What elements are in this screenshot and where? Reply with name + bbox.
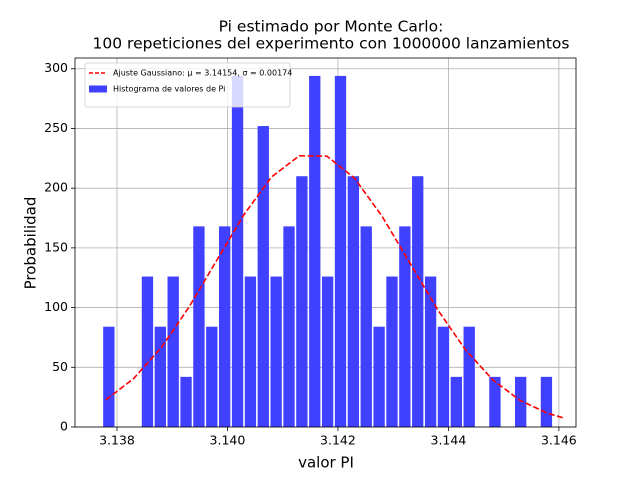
histogram-bar: [206, 326, 218, 427]
histogram-bar: [399, 226, 411, 427]
x-tick-label: 3.146: [541, 433, 577, 448]
chart-title: Pi estimado por Monte Carlo:: [219, 18, 444, 36]
histogram-bar: [450, 376, 462, 427]
x-axis-label: valor PI: [298, 454, 354, 472]
y-tick-label: 50: [52, 359, 68, 374]
histogram-bar: [386, 276, 398, 427]
histogram-bar: [321, 276, 334, 427]
histogram-bar: [296, 176, 308, 427]
legend-label: Ajuste Gaussiano: μ = 3.14154, σ = 0.001…: [113, 69, 292, 78]
plot-area: [103, 75, 565, 427]
x-tick-label: 3.138: [99, 433, 135, 448]
histogram-bar: [309, 75, 321, 427]
histogram-bar: [283, 226, 295, 427]
histogram-bar: [154, 326, 166, 427]
histogram-bar: [231, 75, 244, 427]
y-tick-label: 300: [44, 60, 68, 75]
histogram-bar: [141, 276, 154, 427]
x-tick-label: 3.144: [431, 433, 467, 448]
legend-label: Histograma de valores de Pi: [113, 85, 225, 94]
y-axis-label: Probabilidad: [22, 197, 40, 290]
histogram-bar: [347, 176, 360, 427]
legend-box: [84, 62, 291, 108]
x-tick-label: 3.142: [320, 433, 356, 448]
histogram-bar: [193, 226, 205, 427]
histogram-bar: [244, 276, 257, 427]
y-tick-label: 150: [44, 239, 68, 254]
histogram-bar: [489, 376, 501, 427]
histogram-bar: [437, 326, 450, 427]
y-tick-label: 100: [44, 299, 68, 314]
chart-title: 100 repeticiones del experimento con 100…: [93, 35, 570, 53]
histogram-bar: [180, 376, 192, 427]
y-tick-label: 200: [44, 180, 68, 195]
histogram-bar: [515, 376, 527, 427]
histogram-bar: [463, 326, 475, 427]
fit-line: [105, 154, 565, 419]
histogram-bar: [257, 126, 269, 427]
histogram-bar: [373, 326, 385, 427]
histogram-bar: [412, 176, 424, 427]
histogram-bar: [167, 276, 179, 427]
y-tick-label: 250: [44, 120, 68, 135]
histogram-bar: [360, 226, 372, 427]
histogram-bar: [103, 326, 115, 427]
histogram-bar: [540, 376, 553, 427]
axes-frame: [74, 57, 577, 428]
histogram-bar: [219, 226, 231, 427]
histogram-bar: [424, 276, 437, 427]
y-tick-label: 0: [60, 419, 68, 434]
histogram-bar: [270, 276, 282, 427]
histogram-bar: [334, 75, 347, 427]
x-tick-label: 3.140: [210, 433, 246, 448]
legend-swatch: [89, 85, 107, 93]
